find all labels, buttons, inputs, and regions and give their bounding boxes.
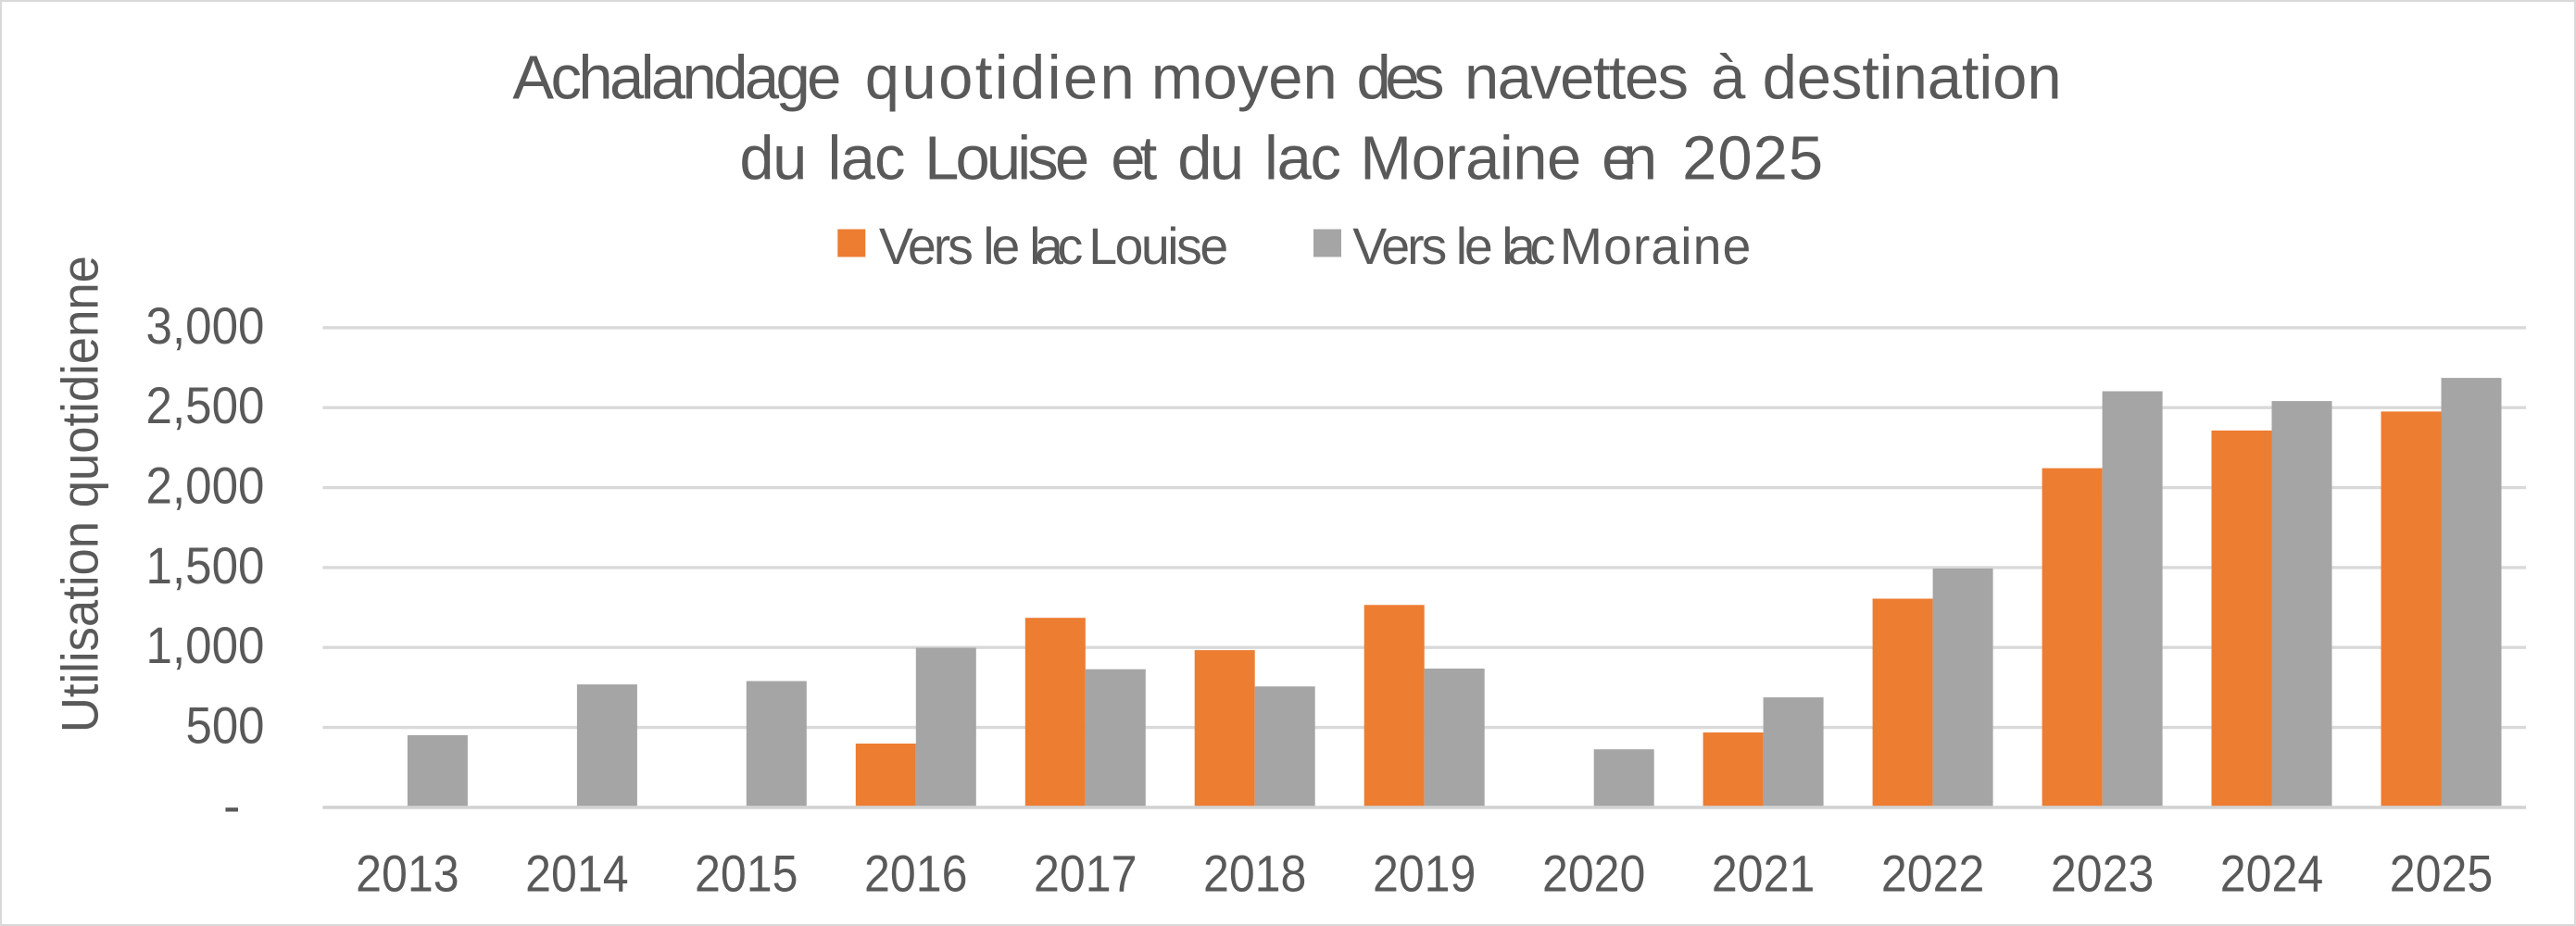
svg-text:2017: 2017 xyxy=(1034,845,1137,903)
svg-text:3,000: 3,000 xyxy=(146,297,265,355)
svg-text:2021: 2021 xyxy=(1712,845,1816,903)
svg-text:Louise: Louise xyxy=(1088,218,1228,275)
svg-text:2025: 2025 xyxy=(1682,123,1823,193)
svg-text:moyen: moyen xyxy=(1151,44,1338,113)
svg-text:2025: 2025 xyxy=(2390,845,2494,903)
svg-text:2018: 2018 xyxy=(1203,845,1307,903)
svg-text:Moraine: Moraine xyxy=(1560,218,1752,275)
svg-text:500: 500 xyxy=(186,697,265,755)
svg-text:Moraine: Moraine xyxy=(1360,123,1581,193)
svg-text:destination: destination xyxy=(1763,44,2062,113)
svg-text:du: du xyxy=(739,123,807,193)
svg-text:2019: 2019 xyxy=(1373,845,1476,903)
svg-text:2,500: 2,500 xyxy=(146,377,265,434)
svg-text:le: le xyxy=(1456,218,1493,275)
svg-text:1,000: 1,000 xyxy=(146,617,265,674)
svg-text:2016: 2016 xyxy=(864,845,968,903)
svg-text:Vers: Vers xyxy=(1352,218,1447,275)
svg-text:2014: 2014 xyxy=(525,845,629,903)
svg-text:lac: lac xyxy=(1264,123,1341,193)
svg-text:navettes: navettes xyxy=(1464,44,1689,113)
svg-text:à: à xyxy=(1711,44,1746,113)
svg-text:lac: lac xyxy=(1502,218,1555,275)
svg-text:Achalandage: Achalandage xyxy=(512,44,841,113)
svg-text:des: des xyxy=(1357,44,1445,113)
svg-text:Utilisation quotidienne: Utilisation quotidienne xyxy=(52,256,109,732)
svg-text:lac: lac xyxy=(1029,218,1083,275)
svg-text:2022: 2022 xyxy=(1881,845,1985,903)
svg-text:Vers: Vers xyxy=(879,218,974,275)
svg-text:Louise: Louise xyxy=(924,123,1089,193)
svg-text:du: du xyxy=(1177,123,1244,193)
svg-text:2013: 2013 xyxy=(356,845,459,903)
svg-text:2024: 2024 xyxy=(2220,845,2324,903)
svg-text:quotidien: quotidien xyxy=(865,44,1135,113)
svg-text:2020: 2020 xyxy=(1542,845,1646,903)
svg-text:1,500: 1,500 xyxy=(146,537,265,594)
svg-text:2,000: 2,000 xyxy=(146,457,265,515)
svg-text:le: le xyxy=(983,218,1020,275)
svg-text:2023: 2023 xyxy=(2051,845,2155,903)
svg-text:2015: 2015 xyxy=(695,845,798,903)
svg-text:-: - xyxy=(223,777,240,834)
svg-text:lac: lac xyxy=(828,123,906,193)
svg-text:en: en xyxy=(1602,123,1657,193)
svg-text:et: et xyxy=(1111,123,1157,193)
